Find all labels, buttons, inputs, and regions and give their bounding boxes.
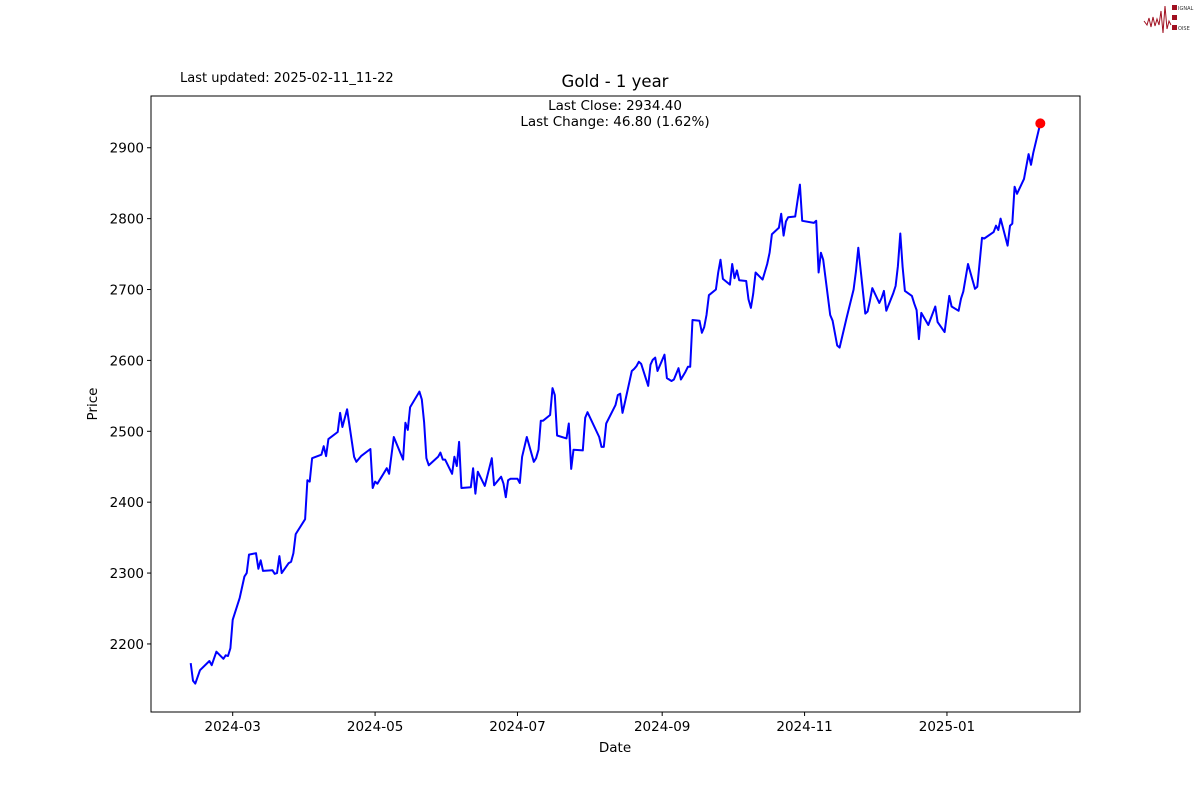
svg-text:IGNAL: IGNAL xyxy=(1178,6,1194,12)
x-tick-label: 2024-03 xyxy=(204,719,260,735)
x-tick-label: 2024-09 xyxy=(634,719,690,735)
y-tick-label: 2500 xyxy=(110,424,144,440)
y-axis: 2200 2300 2400 2500 2600 2700 2800 2900 xyxy=(110,141,151,653)
chart-title: Gold - 1 year xyxy=(561,72,669,91)
x-tick-label: 2024-07 xyxy=(489,719,545,735)
y-tick-label: 2300 xyxy=(110,566,144,582)
y-tick-label: 2200 xyxy=(110,637,144,653)
x-tick-label: 2024-11 xyxy=(776,719,832,735)
y-tick-label: 2600 xyxy=(110,353,144,369)
y-tick-label: 2900 xyxy=(110,141,144,157)
y-tick-label: 2700 xyxy=(110,283,144,299)
x-axis-label: Date xyxy=(599,740,631,756)
x-tick-label: 2024-05 xyxy=(347,719,403,735)
last-close-marker xyxy=(1035,118,1046,129)
last-close-annotation: Last Close: 2934.40 xyxy=(548,98,682,114)
last-updated-label: Last updated: 2025-02-11_11-22 xyxy=(180,71,394,86)
y-tick-label: 2800 xyxy=(110,212,144,228)
svg-text:OISE: OISE xyxy=(1178,26,1190,32)
x-axis: 2024-03 2024-05 2024-07 2024-09 2024-11 2025-… xyxy=(204,712,975,735)
y-axis-label: Price xyxy=(85,388,101,421)
signal-2-noise-logo: IGNAL OISE xyxy=(1142,3,1200,41)
last-change-annotation: Last Change: 46.80 (1.62%) xyxy=(520,114,710,130)
y-tick-label: 2400 xyxy=(110,495,144,511)
price-line xyxy=(189,123,1042,685)
x-tick-label: 2025-01 xyxy=(919,719,975,735)
